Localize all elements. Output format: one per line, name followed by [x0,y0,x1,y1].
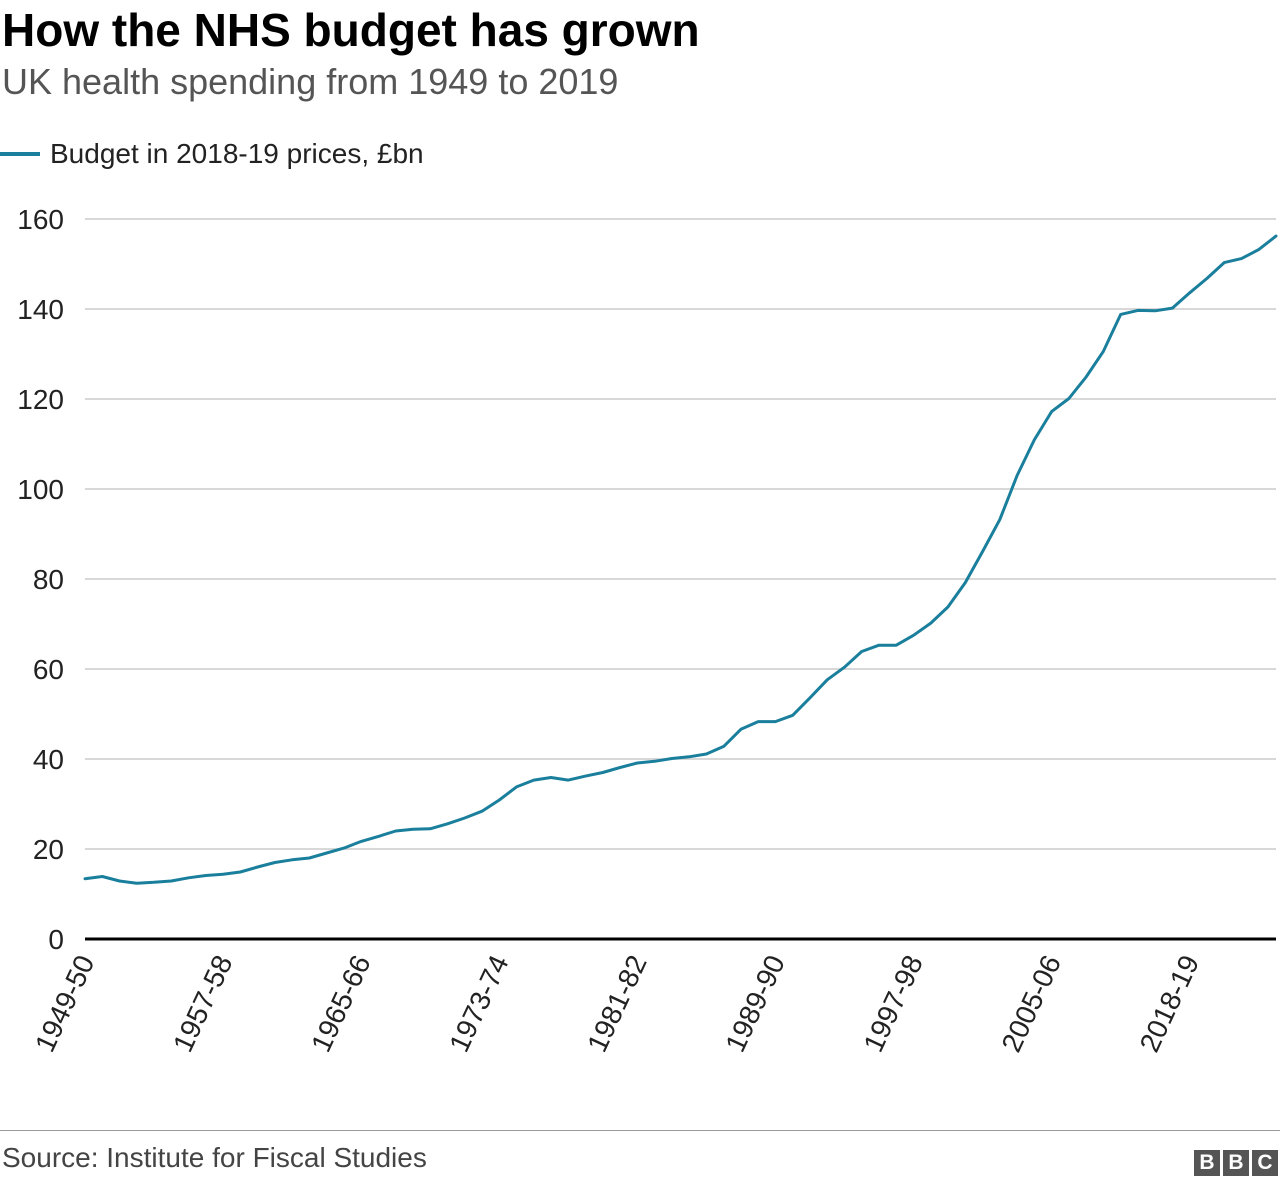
y-tick-label: 140 [17,294,64,325]
x-tick-label: 1981-82 [581,950,653,1056]
bbc-logo-letter: C [1252,1150,1278,1176]
bbc-logo-letter: B [1194,1150,1220,1176]
x-tick-label: 1989-90 [719,950,791,1056]
x-axis: 1949-50 1957-58 1965-66 1973-74 1981-82 1989-… [29,950,1205,1056]
y-tick-label: 20 [33,834,64,865]
footer-divider [0,1130,1280,1131]
legend-swatch [0,152,40,156]
x-tick-label: 1949-50 [29,950,101,1056]
legend-label: Budget in 2018-19 prices, £bn [50,138,424,169]
series-layer [83,234,1278,885]
y-tick-label: 80 [33,564,64,595]
x-tick-label: 1997-98 [857,950,929,1056]
y-tick-label: 160 [17,204,64,235]
x-tick-label: 2018-19 [1134,950,1206,1056]
y-tick-label: 100 [17,474,64,505]
x-tick-label: 1973-74 [443,950,515,1056]
x-tick-label: 2005-06 [996,950,1068,1056]
y-tick-label: 120 [17,384,64,415]
chart-subtitle: UK health spending from 1949 to 2019 [2,61,619,102]
chart-title: How the NHS budget has grown [2,4,700,56]
legend: Budget in 2018-19 prices, £bn [0,136,424,172]
bbc-logo: B B C [1194,1150,1278,1176]
x-tick-label: 1965-66 [305,950,377,1056]
y-tick-label: 60 [33,654,64,685]
series-line-budget [83,234,1278,885]
y-tick-label: 0 [48,924,64,955]
source-note: Source: Institute for Fiscal Studies [2,1142,427,1173]
bbc-logo-letter: B [1223,1150,1249,1176]
x-tick-label: 1957-58 [167,950,239,1056]
y-axis: 0 20 40 60 80 100 120 140 160 [17,204,64,955]
gridlines [85,218,1276,850]
y-tick-label: 40 [33,744,64,775]
